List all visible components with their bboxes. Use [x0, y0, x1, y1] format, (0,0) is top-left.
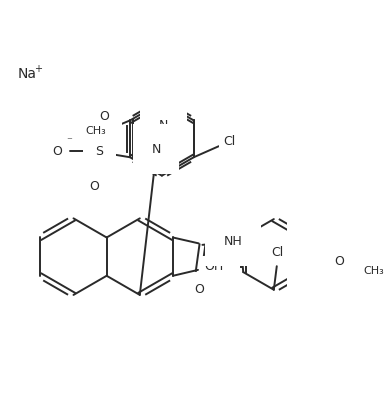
Text: N: N — [159, 119, 168, 132]
Text: CH₃: CH₃ — [363, 266, 384, 276]
Text: OH: OH — [204, 260, 223, 273]
Text: CH₃: CH₃ — [86, 126, 106, 136]
Text: N: N — [151, 143, 161, 156]
Text: O: O — [99, 110, 109, 123]
Text: Cl: Cl — [223, 134, 236, 147]
Text: O: O — [194, 283, 204, 296]
Text: O: O — [89, 180, 99, 193]
Text: O: O — [52, 145, 62, 158]
Text: +: + — [34, 64, 42, 74]
Text: S: S — [95, 145, 103, 158]
Text: O: O — [334, 255, 344, 268]
Text: Cl: Cl — [271, 246, 284, 259]
Text: ⁻: ⁻ — [67, 136, 73, 146]
Text: Na: Na — [17, 67, 36, 81]
Text: NH: NH — [224, 235, 243, 248]
